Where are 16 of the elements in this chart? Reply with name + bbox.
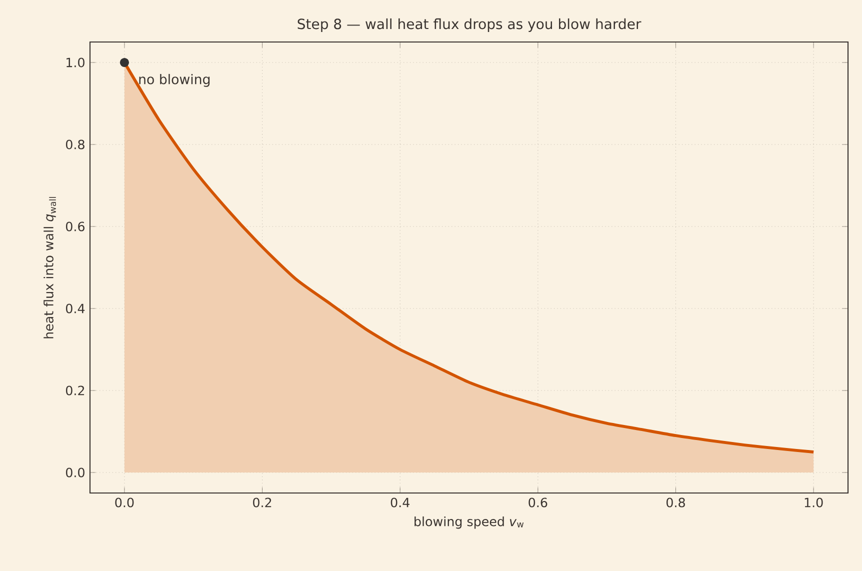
chart-title: Step 8 — wall heat flux drops as you blow harder — [298, 18, 642, 32]
x-tick-label: 0.4 — [390, 498, 410, 508]
x-axis-title: blowing speed v$_{w}$ — [414, 516, 524, 529]
y-tick-label: 0.8 — [66, 140, 84, 150]
x-tick-label: 0.2 — [253, 498, 272, 508]
y-tick-label: 1.0 — [66, 58, 84, 68]
y-tick-label: 0.0 — [66, 468, 84, 478]
y-tick-label: 0.6 — [66, 222, 84, 232]
x-tick-label: 1.0 — [804, 498, 823, 508]
x-tick-label: 0.6 — [528, 498, 548, 508]
x-tick-label: 0.0 — [115, 498, 134, 508]
y-tick-label: 0.2 — [66, 386, 84, 396]
y-tick-label: 0.4 — [66, 304, 85, 314]
annotation: no blowing — [139, 74, 210, 87]
y-axis-title: heat flux into wall q$_{wall}$ — [44, 197, 56, 338]
x-tick-label: 0.8 — [666, 498, 685, 508]
